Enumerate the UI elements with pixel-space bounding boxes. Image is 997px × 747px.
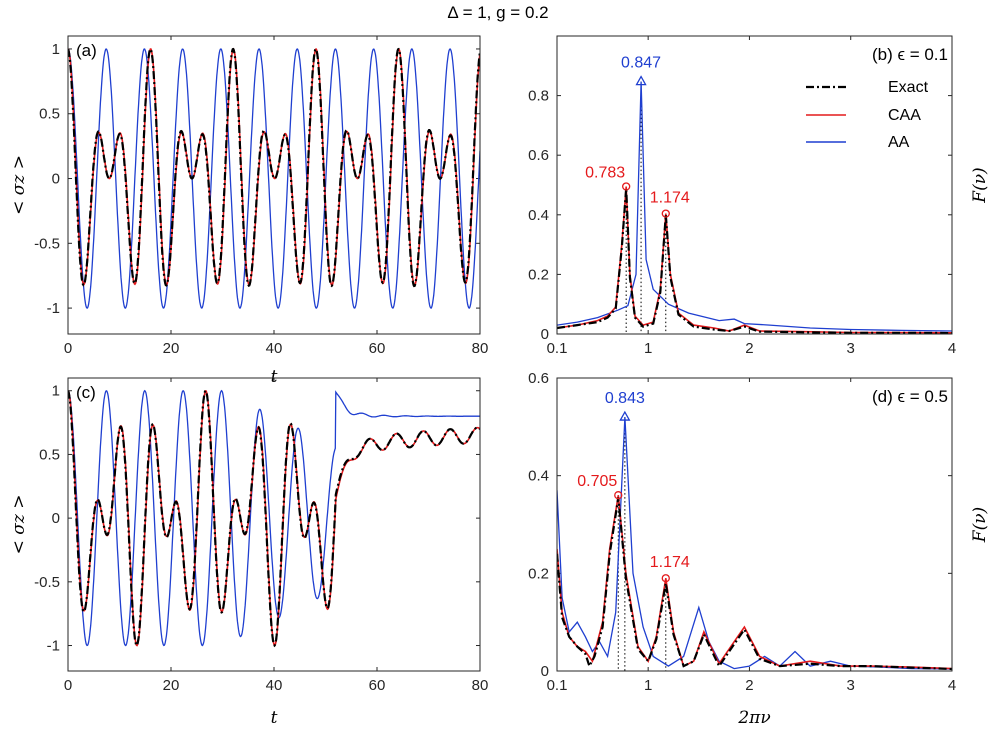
x-tick-label: 2: [745, 677, 753, 694]
panel-a: 0 20 40 60 80 -1 -0.5 0 0.5 1 (a) t < σz >: [9, 35, 489, 387]
panel-b: 0.1 1 2 3 4 0 0.2 0.4 0.6 0.8 0.847 0.783 1.174 (b) ϵ…: [528, 35, 990, 357]
peak-label: 0.705: [577, 473, 617, 490]
peak-circle: [614, 491, 623, 500]
x-tick-label: 4: [948, 677, 956, 694]
panel-label: (d) ϵ = 0.5: [872, 387, 948, 406]
series-aa-line: [68, 48, 480, 310]
x-tick-label: 0: [64, 677, 72, 694]
series-exact-line: [557, 187, 952, 334]
legend: Exact CAA AA: [806, 79, 929, 151]
series-aa-line: [68, 389, 480, 647]
peak-label: 1.174: [650, 190, 690, 207]
y-tick-label: 0.5: [39, 106, 60, 123]
x-axis-label: 2πν: [737, 708, 770, 728]
x-tick-label: 40: [266, 340, 283, 357]
x-tick-label: 0.1: [547, 340, 568, 357]
y-tick-label: 0.2: [528, 565, 549, 582]
x-tick-label: 80: [472, 340, 489, 357]
figure-title: Δ = 1, g = 0.2: [447, 3, 548, 22]
series-exact-line: [68, 47, 480, 288]
peak-triangle: [635, 75, 647, 86]
legend-exact-label: Exact: [888, 79, 929, 96]
legend-caa-label: CAA: [888, 107, 921, 124]
series-caa-line: [557, 495, 952, 670]
x-tick-label: 3: [847, 340, 855, 357]
x-tick-label: 1: [644, 340, 652, 357]
x-tick-label: 60: [369, 677, 386, 694]
y-tick-label: -0.5: [34, 235, 60, 252]
y-tick-label: 0.8: [528, 88, 549, 105]
y-tick-label: 1: [52, 383, 60, 400]
plot-frame: [67, 377, 481, 672]
y-axis-label: < σz >: [9, 155, 29, 215]
peak-triangle: [619, 410, 631, 421]
peak-label: 0.843: [605, 390, 645, 407]
x-tick-label: 0: [64, 340, 72, 357]
plot-frame: [556, 35, 953, 335]
y-axis-label: < σz >: [9, 495, 29, 555]
series-exact-line: [68, 389, 480, 648]
x-tick-label: 60: [369, 340, 386, 357]
panel-d: 0.1 1 2 3 4 0 0.2 0.4 0.6 0.843 0.705 1.174 (d) ϵ = …: [528, 370, 990, 728]
series-aa-line: [557, 417, 952, 670]
peak-circle: [661, 209, 670, 218]
y-tick-label: 0.4: [528, 207, 549, 224]
y-tick-label: 0.2: [528, 266, 549, 283]
x-tick-label: 2: [745, 340, 753, 357]
x-axis-label: t: [271, 708, 278, 728]
y-tick-label: -1: [47, 638, 60, 655]
y-tick-label: 0.4: [528, 468, 549, 485]
y-axis-label: F(ν): [970, 507, 990, 543]
y-tick-label: 0.6: [528, 370, 549, 387]
series-exact-line: [557, 497, 952, 671]
x-axis-label: t: [271, 367, 278, 387]
panel-c: 0 20 40 60 80 -1 -0.5 0 0.5 1 (c) t < σz >: [9, 377, 489, 728]
x-tick-label: 0.1: [547, 677, 568, 694]
peak-circle: [622, 182, 631, 191]
panel-label: (c): [76, 383, 96, 402]
x-tick-label: 20: [163, 677, 180, 694]
panel-label: (b) ϵ = 0.1: [872, 45, 948, 64]
x-tick-label: 20: [163, 340, 180, 357]
peak-label: 1.174: [650, 554, 690, 571]
x-tick-label: 40: [266, 677, 283, 694]
x-tick-label: 80: [472, 677, 489, 694]
y-tick-label: 0.5: [39, 446, 60, 463]
y-tick-label: 0: [541, 663, 549, 680]
plot-frame: [67, 35, 481, 335]
x-tick-label: 3: [847, 677, 855, 694]
peak-label: 0.847: [621, 55, 661, 72]
y-axis-label: F(ν): [970, 167, 990, 203]
x-tick-label: 4: [948, 340, 956, 357]
y-tick-label: -1: [47, 300, 60, 317]
plot-frame: [556, 377, 953, 672]
y-tick-label: 0: [52, 510, 60, 527]
legend-aa-label: AA: [888, 134, 910, 151]
y-tick-label: 1: [52, 41, 60, 58]
peak-circle: [661, 574, 670, 583]
y-tick-label: -0.5: [34, 574, 60, 591]
y-tick-label: 0.6: [528, 147, 549, 164]
panel-label: (a): [76, 41, 97, 60]
x-tick-label: 1: [644, 677, 652, 694]
peak-label: 0.783: [585, 164, 625, 181]
y-tick-label: 0: [52, 171, 60, 188]
series-aa-line: [557, 81, 952, 332]
y-tick-label: 0: [541, 326, 549, 343]
